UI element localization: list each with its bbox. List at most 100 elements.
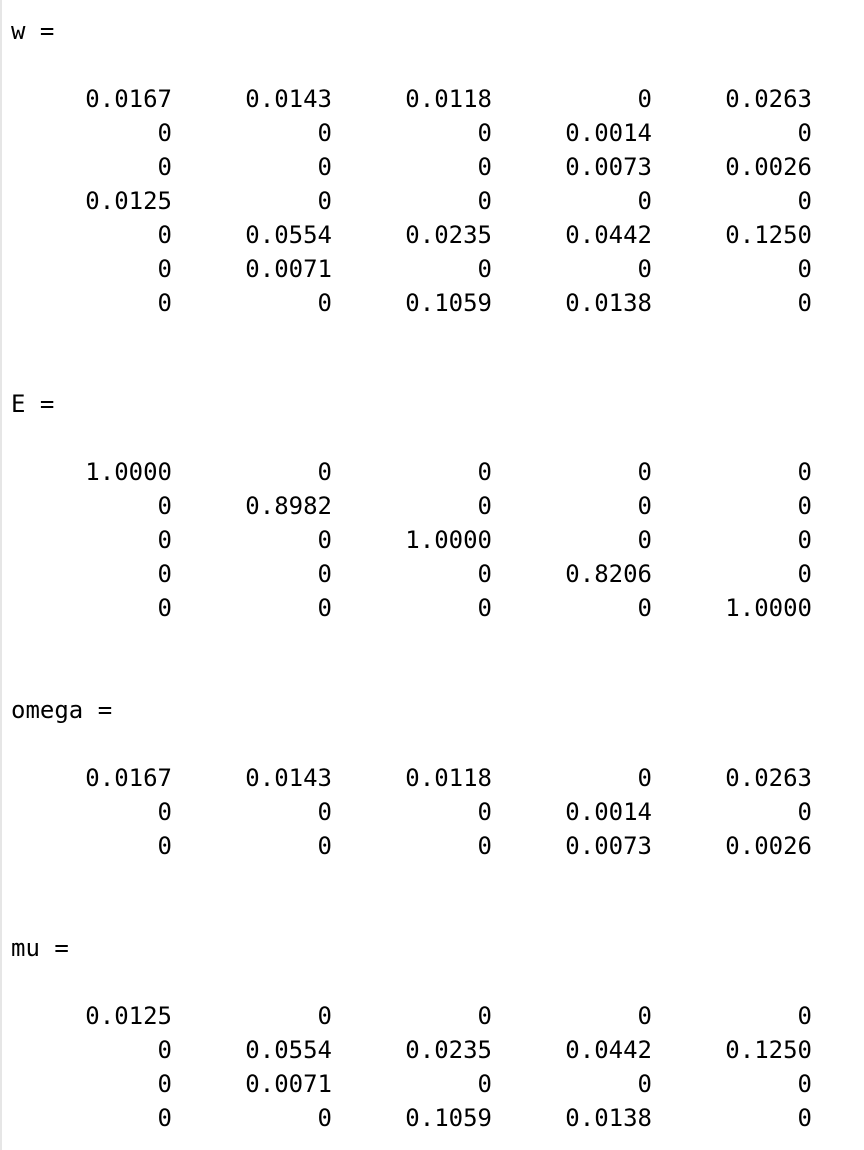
matrix-cell: 0	[477, 1002, 492, 1030]
matrix-mu: 0.0125 0 0 0 0 0 0.0554 0.0235 0.0442 0.…	[2, 999, 864, 1135]
matrix-cell: 0	[477, 255, 492, 283]
matrix-row: 0 0 0.1059 0.0138 0	[2, 1101, 864, 1135]
matrix-cell: 1.0000	[85, 458, 172, 486]
matrix-cell: 0	[317, 526, 332, 554]
variable-label-omega: omega =	[11, 696, 113, 724]
matrix-cell: 0	[317, 119, 332, 147]
matrix-cell: 0	[157, 255, 172, 283]
matrix-cell: 0	[637, 458, 652, 486]
matrix-cell: 0	[317, 153, 332, 181]
matrix-cell: 0.0138	[565, 289, 652, 317]
matrix-cell: 0	[797, 289, 812, 317]
matrix-cell: 0	[317, 187, 332, 215]
matrix-cell: 0	[317, 832, 332, 860]
matrix-cell: 1.0000	[725, 594, 812, 622]
matrix-cell: 0	[157, 221, 172, 249]
matrix-cell: 0	[157, 153, 172, 181]
matrix-cell: 0	[797, 255, 812, 283]
matrix-cell: 0	[797, 119, 812, 147]
matrix-row: 0.0167 0.0143 0.0118 0 0.0263	[2, 761, 864, 795]
matrix-cell: 0	[157, 526, 172, 554]
matrix-cell: 0	[637, 526, 652, 554]
matrix-row: 0 0 0 0.0073 0.0026	[2, 829, 864, 863]
matrix-cell: 0	[477, 119, 492, 147]
matrix-row: 0.0125 0 0 0 0	[2, 184, 864, 218]
matrix-cell: 0	[477, 560, 492, 588]
matrix-cell: 0.1059	[405, 289, 492, 317]
matrix-cell: 0	[637, 1070, 652, 1098]
matrix-row: 0 0 0 0 1.0000	[2, 591, 864, 625]
matrix-cell: 0.0073	[565, 832, 652, 860]
matrix-cell: 0	[317, 289, 332, 317]
matrix-cell: 0	[157, 492, 172, 520]
matrix-row: 0.0167 0.0143 0.0118 0 0.0263	[2, 82, 864, 116]
matrix-cell: 0	[157, 1104, 172, 1132]
matrix-row: 0 0.0071 0 0 0	[2, 1067, 864, 1101]
matrix-row: 0 0 1.0000 0 0	[2, 523, 864, 557]
matrix-cell: 0.0118	[405, 764, 492, 792]
matrix-cell: 0	[317, 1104, 332, 1132]
matrix-cell: 0	[317, 560, 332, 588]
matrix-cell: 0	[157, 832, 172, 860]
matrix-cell: 0.0073	[565, 153, 652, 181]
matrix-cell: 0	[317, 798, 332, 826]
matrix-cell: 0	[797, 560, 812, 588]
matrix-cell: 0	[637, 764, 652, 792]
matrix-cell: 0	[477, 187, 492, 215]
variable-label-mu: mu =	[11, 934, 69, 962]
matrix-cell: 0	[797, 458, 812, 486]
matrix-cell: 0.0263	[725, 85, 812, 113]
matrix-cell: 0	[477, 492, 492, 520]
matrix-cell: 0	[477, 594, 492, 622]
matrix-cell: 0.0143	[245, 85, 332, 113]
matrix-row: 0 0 0 0.0014 0	[2, 116, 864, 150]
matrix-cell: 0	[157, 119, 172, 147]
matrix-e: 1.0000 0 0 0 0 0 0.8982 0 0 0 0 0 1.0000…	[2, 455, 864, 625]
matrix-cell: 0.0442	[565, 221, 652, 249]
matrix-w: 0.0167 0.0143 0.0118 0 0.0263 0 0 0 0.00…	[2, 82, 864, 320]
matrix-cell: 0.0143	[245, 764, 332, 792]
matrix-cell: 0	[157, 798, 172, 826]
matrix-cell: 0	[477, 798, 492, 826]
matrix-row: 0 0.0554 0.0235 0.0442 0.1250	[2, 218, 864, 252]
matrix-row: 0 0 0.1059 0.0138 0	[2, 286, 864, 320]
matrix-cell: 0	[157, 1070, 172, 1098]
matrix-row: 0 0 0 0.0073 0.0026	[2, 150, 864, 184]
matrix-cell: 0	[637, 492, 652, 520]
matrix-row: 1.0000 0 0 0 0	[2, 455, 864, 489]
matrix-cell: 0	[157, 560, 172, 588]
matrix-cell: 0	[477, 153, 492, 181]
matrix-cell: 0.1250	[725, 1036, 812, 1064]
matrix-cell: 0.0026	[725, 832, 812, 860]
matrix-cell: 0	[797, 187, 812, 215]
matrix-cell: 0	[797, 1070, 812, 1098]
matrix-cell: 0	[797, 1104, 812, 1132]
matrix-cell: 0	[637, 255, 652, 283]
matrix-cell: 0	[797, 526, 812, 554]
matrix-cell: 0.0167	[85, 764, 172, 792]
matrix-cell: 0.0235	[405, 221, 492, 249]
matrix-cell: 0.0125	[85, 1002, 172, 1030]
matrix-cell: 0	[477, 1070, 492, 1098]
matrix-cell: 1.0000	[405, 526, 492, 554]
matrix-omega: 0.0167 0.0143 0.0118 0 0.0263 0 0 0 0.00…	[2, 761, 864, 863]
matrix-cell: 0	[317, 594, 332, 622]
matrix-cell: 0	[317, 1002, 332, 1030]
matrix-cell: 0.1250	[725, 221, 812, 249]
matrix-cell: 0.0235	[405, 1036, 492, 1064]
matrix-cell: 0	[317, 458, 332, 486]
matrix-cell: 0	[477, 832, 492, 860]
matrix-cell: 0.0263	[725, 764, 812, 792]
matrix-row: 0 0.8982 0 0 0	[2, 489, 864, 523]
variable-label-e: E =	[11, 390, 55, 418]
matrix-cell: 0.0118	[405, 85, 492, 113]
matrix-cell: 0.0026	[725, 153, 812, 181]
matrix-cell: 0	[637, 187, 652, 215]
matrix-cell: 0.0442	[565, 1036, 652, 1064]
matrix-cell: 0.0554	[245, 221, 332, 249]
matrix-cell: 0.0167	[85, 85, 172, 113]
matrix-cell: 0.0125	[85, 187, 172, 215]
matrix-cell: 0.0071	[245, 1070, 332, 1098]
variable-label-w: w =	[11, 17, 55, 45]
